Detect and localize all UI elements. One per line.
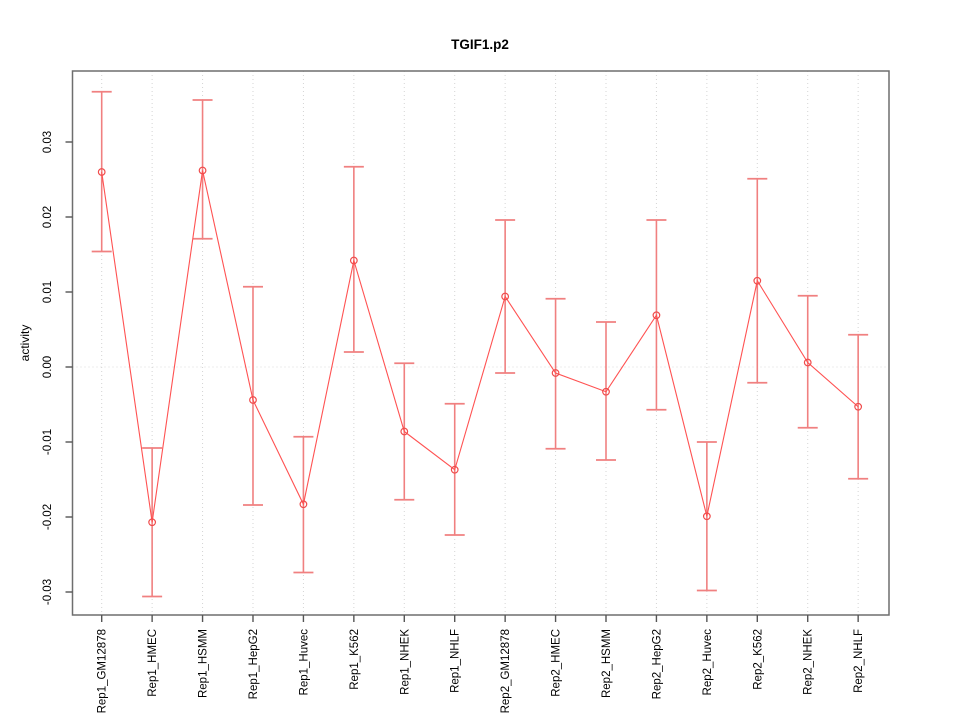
y-tick-label: -0.02 bbox=[42, 504, 54, 530]
x-tick-label: Rep2_HepG2 bbox=[651, 629, 663, 699]
x-tick-label: Rep1_HepG2 bbox=[248, 629, 260, 699]
data-point bbox=[349, 256, 358, 265]
y-tick-label: 0.01 bbox=[42, 281, 54, 303]
data-point bbox=[753, 276, 762, 285]
data-point bbox=[551, 369, 560, 377]
x-tick-label: Rep2_HSMM bbox=[601, 629, 613, 698]
x-tick-label: Rep1_NHEK bbox=[399, 629, 411, 695]
y-tick-label: -0.01 bbox=[42, 429, 54, 455]
series-line bbox=[101, 170, 859, 523]
x-tick-label: Rep2_HMEC bbox=[551, 629, 563, 697]
plot-frame bbox=[71, 70, 890, 616]
y-tick-label: -0.03 bbox=[42, 579, 54, 605]
data-point bbox=[148, 518, 157, 527]
y-tick-label: 0.02 bbox=[42, 206, 54, 228]
x-tick-label: Rep1_HMEC bbox=[147, 629, 159, 697]
y-tick-label: 0.00 bbox=[42, 356, 54, 378]
x-tick-label: Rep2_Huvec bbox=[702, 629, 714, 696]
x-tick-label: Rep1_NHLF bbox=[450, 629, 462, 693]
x-tick-label: Rep1_K562 bbox=[349, 629, 361, 690]
data-point bbox=[854, 402, 863, 411]
x-tick-label: Rep1_GM12878 bbox=[97, 629, 109, 713]
x-tick-label: Rep1_Huvec bbox=[298, 629, 310, 696]
data-point bbox=[198, 166, 207, 175]
data-point bbox=[97, 168, 106, 176]
y-tick-label: 0.03 bbox=[42, 131, 54, 153]
chart-title: TGIF1.p2 bbox=[451, 37, 509, 52]
data-point bbox=[400, 427, 409, 436]
data-point bbox=[249, 396, 257, 404]
x-tick-label: Rep2_GM12878 bbox=[500, 629, 512, 713]
data-point bbox=[702, 512, 711, 521]
x-tick-label: Rep2_NHEK bbox=[803, 629, 815, 695]
data-point bbox=[602, 387, 610, 396]
data-point bbox=[450, 465, 459, 474]
x-tick-label: Rep2_NHLF bbox=[853, 629, 865, 693]
data-point bbox=[652, 311, 661, 320]
x-tick-label: Rep2_K562 bbox=[752, 629, 764, 690]
data-point bbox=[803, 358, 812, 367]
x-tick-label: Rep1_HSMM bbox=[198, 629, 210, 698]
data-point bbox=[501, 292, 510, 301]
data-point bbox=[299, 500, 308, 509]
